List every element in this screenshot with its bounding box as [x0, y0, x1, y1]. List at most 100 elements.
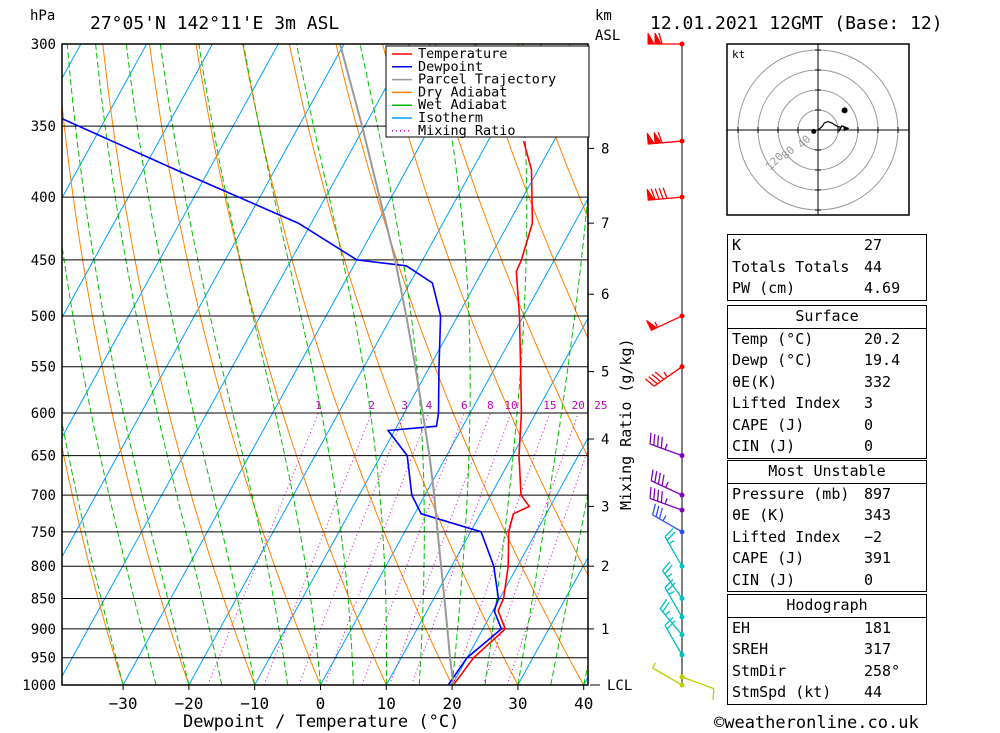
isotherm-line	[254, 77, 588, 685]
x-tick-label: −10	[240, 694, 269, 713]
mixing-ratio-label: 2	[368, 399, 375, 412]
wind-barb-shaft	[652, 514, 683, 533]
datetime-title: 12.01.2021 12GMT (Base: 12)	[650, 13, 943, 34]
index-label: K	[732, 236, 742, 254]
dry-adiabat-line	[242, 44, 453, 685]
wind-barb-feather	[664, 578, 674, 588]
wind-barb-feather	[656, 435, 660, 447]
wind-barb-feather	[649, 432, 652, 445]
index-row: Lifted Index −2	[728, 527, 926, 549]
mixing-ratio-line	[452, 412, 551, 685]
index-value: 343	[864, 506, 892, 524]
wet-adiabat-line	[125, 44, 256, 685]
wind-barb-feather	[654, 371, 665, 380]
isotherm-line	[385, 317, 588, 685]
km-tick-label: 6	[601, 287, 609, 303]
dry-adiabat-line	[149, 44, 321, 685]
km-axis: 8 7 6 5 4 3 2 1 LCL	[588, 141, 632, 694]
x-tick-label: 0	[316, 694, 326, 713]
legend-box	[385, 45, 590, 138]
mixing-ratio-label: 4	[426, 399, 433, 412]
index-row: CAPE (J) 0	[728, 415, 926, 437]
pressure-tick-label: 800	[31, 559, 56, 575]
index-value: 258°	[864, 661, 901, 680]
isotherm-line	[62, 44, 411, 678]
index-row: θE(K) 332	[728, 372, 926, 394]
index-row: CIN (J) 0	[728, 570, 926, 592]
wind-barb-half-feather	[664, 610, 671, 616]
wind-level-dot	[679, 507, 685, 513]
wind-barb-pennant	[646, 319, 658, 331]
km-tick-label: 2	[601, 559, 609, 575]
km-tick-label: 4	[601, 432, 609, 448]
wind-barb-feather	[656, 489, 660, 502]
mixing-ratio-label: 15	[543, 399, 556, 412]
mixing-ratio-label: 8	[487, 399, 494, 412]
mixing-ratio-label: 25	[594, 399, 607, 412]
index-value: 44	[864, 683, 883, 701]
wind-barb-pennant	[646, 132, 655, 145]
index-row: Pressure (mb) 897	[728, 484, 926, 506]
pressure-tick-label: 900	[31, 622, 56, 638]
index-label: Lifted Index	[732, 527, 841, 546]
wind-barb-feather	[658, 32, 663, 45]
wind-barb-shaft	[664, 536, 683, 567]
index-label: EH	[732, 618, 751, 637]
wind-barb-feather	[660, 436, 663, 449]
copyright-text: ©weatheronline.co.uk	[714, 713, 919, 733]
isotherm-line	[62, 44, 213, 319]
wind-level-dot	[679, 41, 685, 47]
mixing-ratio-line	[411, 412, 512, 685]
index-value: 3	[864, 394, 874, 412]
hodograph-unit-label: kt	[732, 48, 745, 61]
legend	[385, 45, 590, 138]
index-value: −2	[864, 527, 883, 546]
km-tick-label: 7	[601, 216, 609, 232]
pressure-tick-label: 650	[31, 449, 56, 465]
hodograph-title: Hodograph	[728, 595, 926, 618]
legend-label: Dewpoint	[418, 59, 483, 75]
pressure-tick-label: 600	[31, 406, 56, 422]
wind-level-dot	[679, 194, 685, 200]
isotherm-line	[188, 44, 542, 685]
index-value: 19.4	[864, 351, 901, 369]
index-label: CIN (J)	[732, 570, 796, 589]
pressure-tick-label: 350	[31, 119, 56, 135]
wind-barb-pennant	[653, 132, 662, 144]
index-row: StmSpd (kt) 44	[728, 682, 926, 704]
isotherm-line	[0, 44, 15, 685]
wet-adiabat-line	[550, 490, 588, 685]
wind-barb-half-feather	[654, 321, 659, 328]
index-value: 0	[864, 437, 874, 455]
mixing-ratio-line	[207, 412, 319, 685]
pressure-tick-label: 400	[31, 190, 56, 206]
index-row: CAPE (J) 391	[728, 548, 926, 570]
axes: 3003504004505005506006507007508008509009…	[22, 37, 593, 713]
index-row: PW (cm) 4.69	[728, 278, 926, 300]
wet-adiabat-line	[484, 44, 528, 685]
wind-barb-feather	[658, 507, 664, 520]
hodograph-indices: EH 181 SREH 317 StmDir 258° StmSpd (kt) 44	[728, 618, 926, 704]
wind-barb-shaft	[681, 676, 715, 690]
wind-barb-feather	[650, 188, 656, 200]
x-tick-label: −20	[174, 694, 203, 713]
wind-level-dot	[679, 652, 685, 658]
wind-level-dot	[679, 682, 685, 688]
wind-barb-pennant	[647, 32, 655, 45]
index-row: Totals Totals 44	[728, 257, 926, 279]
km-tick-label: 3	[601, 499, 609, 515]
wind-barb-feather	[653, 488, 656, 500]
surface-box: Surface Temp (°C) 20.2 Dewp (°C) 19.4 θE(K) 3…	[727, 305, 927, 459]
index-value: 4.69	[864, 279, 901, 297]
most-unstable-box: Most Unstable Pressure (mb) 897 θE (K) 343 L…	[727, 460, 927, 592]
wind-barb-half-feather	[651, 662, 657, 669]
wind-barb-half-feather	[668, 540, 675, 545]
legend-label: Isotherm	[418, 110, 483, 126]
surface-title: Surface	[728, 306, 926, 329]
mixing-ratio-line	[506, 448, 588, 685]
x-tick-label: −30	[109, 694, 138, 713]
wind-barb-feather	[657, 472, 662, 485]
wind-barb-shaft	[659, 608, 683, 636]
asl-label: ASL	[595, 28, 620, 44]
